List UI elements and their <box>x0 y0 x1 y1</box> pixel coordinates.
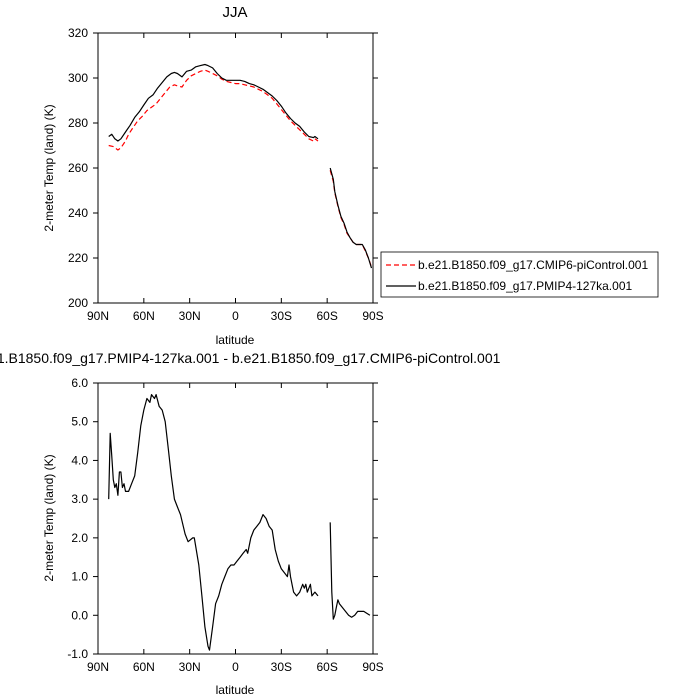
series-bottom-0-segment-1 <box>329 522 371 620</box>
x-tick-label-bottom: 90N <box>87 660 109 674</box>
title-bottom: b.e21.B1850.f09_g17.PMIP4-127ka.001 - b.… <box>0 350 501 366</box>
xlabel-bottom: latitude <box>216 683 255 697</box>
y-tick-label-bottom: 3.0 <box>71 492 88 506</box>
y-tick-label-top: 320 <box>68 26 88 40</box>
y-tick-label-bottom: 0.0 <box>71 608 88 622</box>
y-tick-label-bottom: -1.0 <box>67 647 88 661</box>
legend-box <box>380 251 659 298</box>
ticks-bottom: 90N 60N 30N 0 30S 60S 90S -1.0 0.0 1.0 2.0 3.0 4.0 5.… <box>67 376 383 674</box>
x-tick-label-top: 90N <box>87 309 109 323</box>
ylabel-top: 2-meter Temp (land) (K) <box>42 104 56 231</box>
plot-frame-bottom <box>97 382 374 655</box>
plot-frame-top <box>97 32 374 304</box>
x-tick-label-top: 60N <box>133 309 155 323</box>
x-tick-label-top: 90S <box>362 309 383 323</box>
xlabel-top: latitude <box>216 333 255 347</box>
series-top-0-segment-1 <box>329 170 373 268</box>
x-tick-label-top: 0 <box>232 309 239 323</box>
legend-label-127ka: b.e21.B1850.f09_g17.PMIP4-127ka.001 <box>418 279 632 293</box>
y-tick-label-top: 280 <box>68 116 88 130</box>
x-tick-label-bottom: 60N <box>133 660 155 674</box>
y-tick-label-bottom: 5.0 <box>71 415 88 429</box>
y-tick-label-top: 220 <box>68 251 88 265</box>
x-tick-label-bottom: 0 <box>232 660 239 674</box>
series-top-0-segment-0 <box>108 69 319 151</box>
y-tick-label-top: 200 <box>68 296 88 310</box>
x-tick-label-bottom: 60S <box>316 660 337 674</box>
series-lines-top <box>108 63 373 269</box>
y-tick-label-bottom: 6.0 <box>71 376 88 390</box>
title-top: JJA <box>222 4 247 21</box>
series-lines-bottom <box>108 394 371 651</box>
series-top-1-segment-0 <box>108 63 319 142</box>
legend: b.e21.B1850.f09_g17.CMIP6-piControl.001 … <box>380 251 659 298</box>
panel-top: JJA 90N 60N 30N 0 30S 60S 90S 200 220 240 260 280 30… <box>42 4 659 347</box>
legend-label-control: b.e21.B1850.f09_g17.CMIP6-piControl.001 <box>418 258 648 272</box>
y-tick-label-top: 240 <box>68 206 88 220</box>
ylabel-bottom: 2-meter Temp (land) (K) <box>42 454 56 581</box>
y-tick-label-bottom: 4.0 <box>71 453 88 467</box>
x-tick-label-top: 30S <box>271 309 292 323</box>
x-tick-label-top: 60S <box>316 309 337 323</box>
ticks-top: 90N 60N 30N 0 30S 60S 90S 200 220 240 260 280 300 320 <box>68 26 384 323</box>
panel-bottom: b.e21.B1850.f09_g17.PMIP4-127ka.001 - b.… <box>0 350 501 697</box>
series-bottom-0-segment-0 <box>108 394 319 651</box>
series-top-1-segment-1 <box>329 167 373 269</box>
y-tick-label-top: 300 <box>68 71 88 85</box>
y-tick-label-bottom: 1.0 <box>71 570 88 584</box>
y-tick-label-bottom: 2.0 <box>71 531 88 545</box>
x-tick-label-top: 30N <box>179 309 201 323</box>
x-tick-label-bottom: 30S <box>271 660 292 674</box>
x-tick-label-bottom: 30N <box>179 660 201 674</box>
y-tick-label-top: 260 <box>68 161 88 175</box>
x-tick-label-bottom: 90S <box>362 660 383 674</box>
